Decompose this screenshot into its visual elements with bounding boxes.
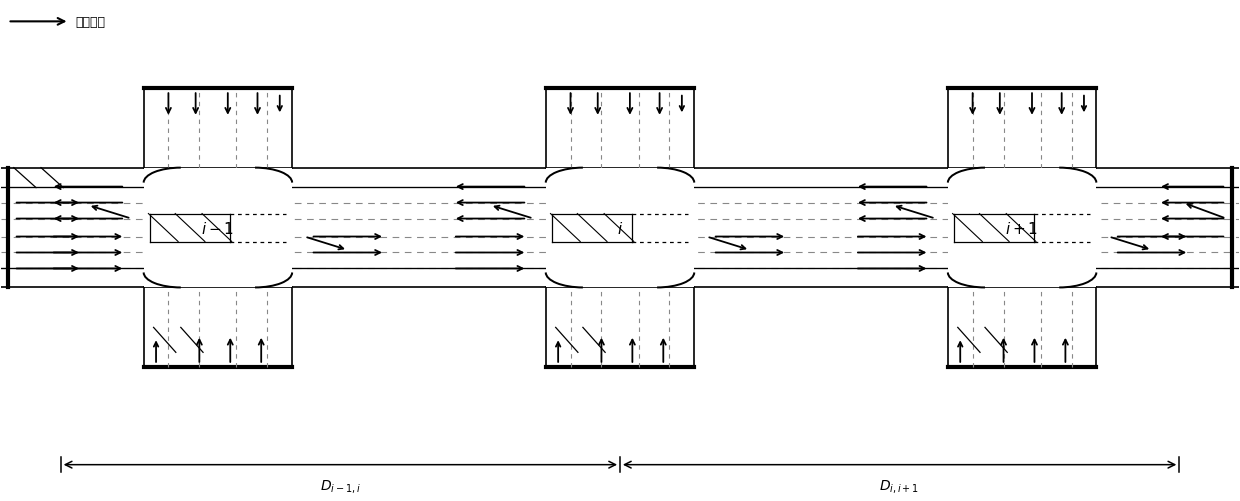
Bar bbox=[144, 168, 293, 288]
Text: $D_{i-1,i}$: $D_{i-1,i}$ bbox=[320, 477, 361, 494]
Text: 上行方向: 上行方向 bbox=[76, 16, 105, 29]
Text: $i-1$: $i-1$ bbox=[201, 220, 234, 236]
Text: $i+1$: $i+1$ bbox=[1006, 220, 1039, 236]
Bar bbox=[947, 168, 1096, 288]
Text: $i$: $i$ bbox=[618, 220, 622, 236]
Text: $D_{i,i+1}$: $D_{i,i+1}$ bbox=[879, 477, 920, 494]
Bar bbox=[546, 168, 694, 288]
